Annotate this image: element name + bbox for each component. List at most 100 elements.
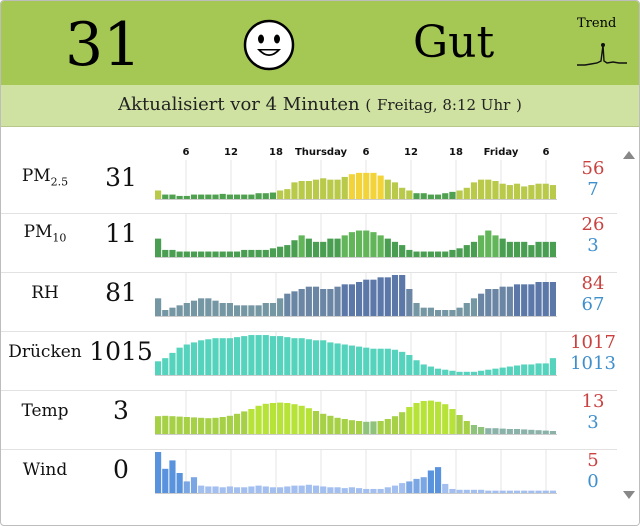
chart-bar — [399, 412, 406, 435]
chart-bar — [413, 360, 420, 376]
chart-bar — [485, 289, 492, 317]
measurement-row-pm10[interactable]: PM10 11 26 3 — [1, 213, 617, 273]
chart-bar — [528, 490, 535, 494]
chart-bar — [155, 238, 162, 258]
chart-bar — [492, 368, 499, 376]
chart-bar — [492, 428, 499, 435]
chart-bar — [356, 421, 363, 435]
chart-bar — [420, 193, 427, 200]
chart-bar — [233, 413, 241, 435]
chart-bar — [463, 489, 470, 494]
chart-bar — [176, 195, 183, 200]
row-label-main: Temp — [21, 401, 69, 421]
measurement-row-wind[interactable]: Wind 0 5 0 — [1, 449, 617, 525]
chart-bar — [406, 407, 413, 435]
chart-bar — [176, 473, 183, 494]
chart-bar — [542, 241, 549, 258]
chart-bar — [327, 415, 334, 435]
time-axis: 6 12 18 Thursday 6 12 18 Friday 6 — [155, 147, 557, 161]
row-current-value: 11 — [105, 219, 137, 248]
chart-bar — [470, 425, 478, 435]
chart-bar — [298, 485, 305, 494]
chart-bar — [442, 310, 449, 317]
time-axis-tick: 12 — [224, 147, 238, 158]
chart-bar — [521, 284, 528, 317]
scroll-down-arrow-icon[interactable] — [623, 491, 635, 499]
chart-bar — [248, 409, 255, 435]
chart-bar — [241, 249, 248, 258]
time-axis-tick: 6 — [362, 147, 370, 158]
row-max-value: 26 — [581, 214, 605, 235]
chart-bar — [363, 421, 370, 435]
date-open-paren: ( — [365, 96, 372, 114]
chart-bar — [478, 489, 485, 494]
chart-bar — [269, 487, 277, 494]
chart-bar — [513, 284, 521, 317]
time-axis-tick: 18 — [269, 147, 283, 158]
updated-date: Freitag, 8:12 Uhr — [376, 96, 511, 114]
chart-bar — [427, 307, 434, 317]
chart-bar — [470, 371, 478, 376]
chart-bar — [305, 238, 312, 258]
chart-bar — [176, 251, 183, 258]
trend-sparkline-icon[interactable] — [577, 39, 627, 71]
chart-bar — [327, 238, 334, 258]
chart-bar — [399, 187, 406, 200]
chart-bar — [463, 245, 470, 258]
chart-bar — [528, 185, 535, 200]
row-label-main: PM — [21, 166, 51, 186]
chart-bar — [406, 355, 413, 376]
chart-bar — [485, 490, 492, 494]
chart-bar — [176, 416, 183, 435]
chart-bar — [456, 307, 463, 317]
chart-bar — [485, 230, 492, 258]
chart-bar — [456, 415, 463, 435]
chart-bar — [205, 418, 212, 435]
chart-bar — [262, 486, 269, 494]
chart-bar — [549, 431, 556, 435]
chart-bar — [226, 415, 233, 435]
chart-bar — [384, 348, 391, 376]
chart-bar — [212, 251, 219, 258]
row-current-value: 3 — [113, 396, 129, 425]
chart-bar — [183, 417, 190, 435]
chart-bar — [162, 358, 169, 376]
chart-bar — [219, 417, 226, 435]
chart-bar — [513, 365, 521, 376]
chart-bar — [478, 370, 485, 376]
scrollbar[interactable] — [619, 127, 639, 525]
chart-bar — [269, 248, 277, 258]
chart-bar — [176, 305, 183, 317]
chart-bar — [399, 275, 406, 317]
measurement-row-temp[interactable]: Temp 3 13 3 — [1, 390, 617, 450]
chart-bar — [155, 452, 162, 494]
chart-bar — [499, 183, 506, 200]
row-min-value: 67 — [581, 294, 605, 315]
chart-bar — [219, 193, 226, 200]
measurement-row-pm25[interactable]: PM2.5 31 56 7 — [1, 127, 617, 213]
chart-bar — [341, 488, 348, 494]
chart-bar — [291, 291, 298, 317]
row-label: Drücken — [1, 342, 89, 362]
chart-bar — [413, 193, 420, 200]
chart-bar — [269, 403, 277, 435]
chart-bar — [305, 484, 312, 494]
chart-bar — [492, 490, 499, 494]
chart-bar — [420, 364, 427, 376]
chart-bar — [449, 370, 456, 376]
trend-label[interactable]: Trend — [577, 16, 617, 31]
chart-bar — [356, 172, 363, 200]
chart-bar — [521, 241, 528, 258]
chart-bar — [277, 190, 284, 200]
chart-bar — [542, 363, 549, 376]
chart-bar — [248, 305, 255, 317]
chart-bar — [291, 404, 298, 435]
measurement-row-pressure[interactable]: Drücken 1015 1017 1013 — [1, 331, 617, 391]
row-label-main: RH — [31, 283, 59, 303]
chart-bar — [320, 413, 327, 435]
scroll-up-arrow-icon[interactable] — [623, 151, 635, 159]
row-current-value: 1015 — [89, 337, 153, 366]
chart-bar — [384, 487, 391, 494]
measurement-row-rh[interactable]: RH 81 84 67 — [1, 272, 617, 332]
time-axis-tick: Thursday — [294, 147, 348, 158]
